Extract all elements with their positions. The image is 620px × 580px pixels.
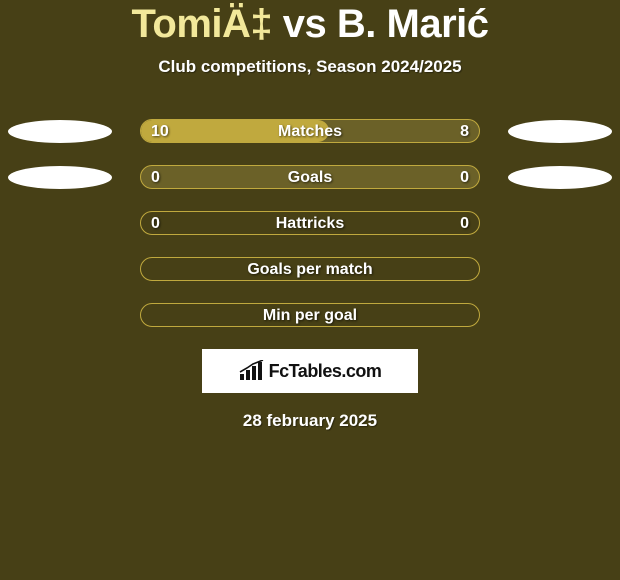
stat-right-value: 8 [460, 120, 469, 143]
stat-bar: 0Goals0 [140, 165, 480, 189]
player2-ellipse [508, 166, 612, 189]
player2-name: B. Marić [337, 2, 489, 46]
player1-ellipse [8, 166, 112, 189]
stat-rows: 10Matches80Goals00Hattricks0Goals per ma… [0, 119, 620, 327]
chart-icon [239, 360, 265, 382]
logo-inner: FcTables.com [239, 360, 382, 382]
stat-bar: Goals per match [140, 257, 480, 281]
player1-name: TomiÄ‡ [131, 2, 272, 46]
stat-bar: 0Hattricks0 [140, 211, 480, 235]
logo-text: FcTables.com [269, 361, 382, 382]
stat-label: Matches [141, 120, 479, 143]
stat-label: Hattricks [141, 212, 479, 235]
stat-row: 10Matches8 [0, 119, 620, 143]
stat-right-value: 0 [460, 212, 469, 235]
stat-label: Min per goal [141, 304, 479, 327]
stat-row: 0Hattricks0 [0, 211, 620, 235]
stat-row: Goals per match [0, 257, 620, 281]
player2-ellipse [508, 120, 612, 143]
comparison-card: TomiÄ‡ vs B. Marić Club competitions, Se… [0, 0, 620, 580]
page-title: TomiÄ‡ vs B. Marić [0, 2, 620, 47]
stat-bar: 10Matches8 [140, 119, 480, 143]
stat-label: Goals per match [141, 258, 479, 281]
player1-ellipse [8, 120, 112, 143]
stat-row: 0Goals0 [0, 165, 620, 189]
subtitle: Club competitions, Season 2024/2025 [0, 57, 620, 77]
vs-text: vs [272, 2, 337, 46]
stat-bar: Min per goal [140, 303, 480, 327]
stat-label: Goals [141, 166, 479, 189]
logo-box[interactable]: FcTables.com [202, 349, 418, 393]
date-text: 28 february 2025 [0, 411, 620, 431]
stat-row: Min per goal [0, 303, 620, 327]
stat-right-value: 0 [460, 166, 469, 189]
